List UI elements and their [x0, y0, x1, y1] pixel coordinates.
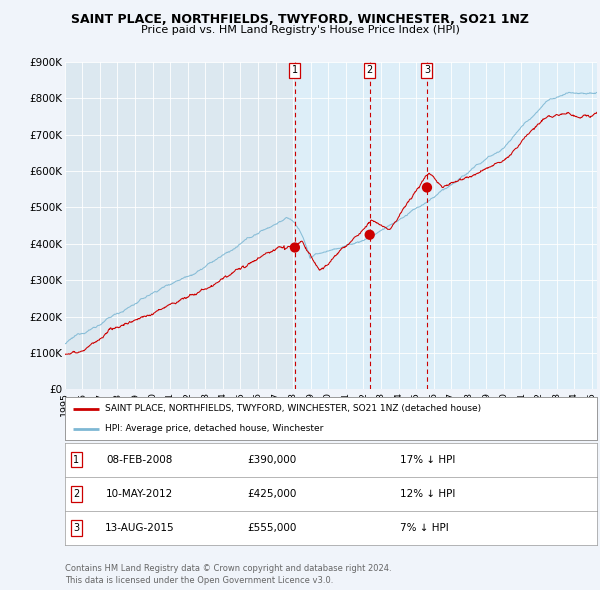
Text: HPI: Average price, detached house, Winchester: HPI: Average price, detached house, Winc…: [105, 424, 323, 434]
Text: 3: 3: [424, 65, 430, 75]
Text: 1: 1: [73, 455, 80, 464]
Text: Contains HM Land Registry data © Crown copyright and database right 2024.
This d: Contains HM Land Registry data © Crown c…: [65, 564, 391, 585]
Text: Price paid vs. HM Land Registry's House Price Index (HPI): Price paid vs. HM Land Registry's House …: [140, 25, 460, 35]
Text: 08-FEB-2008: 08-FEB-2008: [106, 455, 172, 464]
Text: SAINT PLACE, NORTHFIELDS, TWYFORD, WINCHESTER, SO21 1NZ: SAINT PLACE, NORTHFIELDS, TWYFORD, WINCH…: [71, 13, 529, 26]
Bar: [295, 62, 597, 389]
Text: £390,000: £390,000: [248, 455, 297, 464]
Text: £425,000: £425,000: [248, 489, 297, 499]
Text: SAINT PLACE, NORTHFIELDS, TWYFORD, WINCHESTER, SO21 1NZ (detached house): SAINT PLACE, NORTHFIELDS, TWYFORD, WINCH…: [105, 404, 481, 413]
Text: 17% ↓ HPI: 17% ↓ HPI: [400, 455, 455, 464]
Text: 13-AUG-2015: 13-AUG-2015: [104, 523, 174, 533]
Text: 10-MAY-2012: 10-MAY-2012: [106, 489, 173, 499]
Text: 12% ↓ HPI: 12% ↓ HPI: [400, 489, 455, 499]
Point: [422, 183, 432, 192]
Text: 1: 1: [292, 65, 298, 75]
Text: £555,000: £555,000: [248, 523, 297, 533]
Point: [290, 243, 299, 253]
Text: 3: 3: [73, 523, 80, 533]
Text: 7% ↓ HPI: 7% ↓ HPI: [400, 523, 449, 533]
Text: 2: 2: [73, 489, 80, 499]
Text: 2: 2: [367, 65, 373, 75]
Point: [365, 230, 374, 240]
